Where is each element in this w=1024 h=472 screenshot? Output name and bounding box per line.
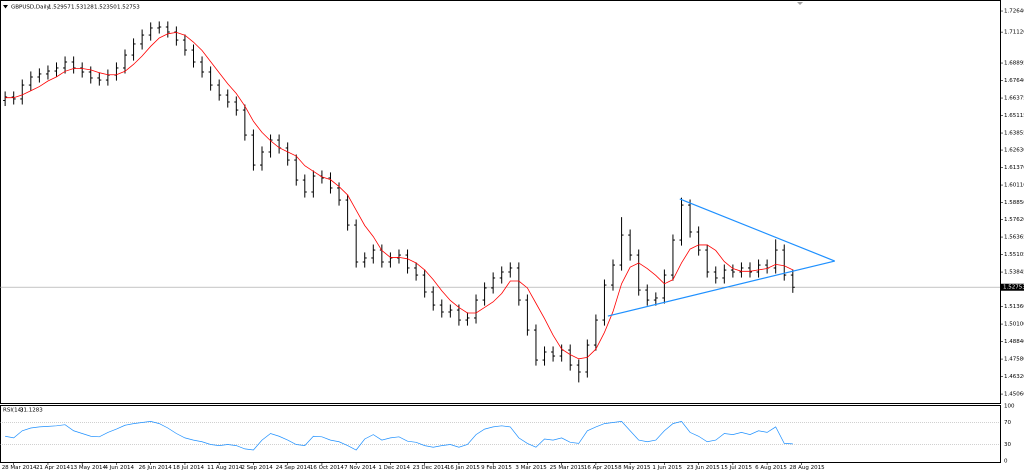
y-tick-label: 1.61370: [1004, 165, 1024, 171]
x-tick-label: 7 Nov 2014: [344, 465, 376, 471]
y-tick-label: 1.53845: [1004, 270, 1024, 276]
y-tick-label: 1.60110: [1004, 183, 1024, 189]
x-tick-label: 16 Apr 2015: [584, 465, 619, 471]
header-value: 1.53128: [71, 5, 94, 11]
y-tick-label: 1.72640: [1004, 9, 1024, 15]
y-tick-label: 1.68895: [1004, 61, 1024, 67]
rsi-line: [5, 421, 793, 451]
y-tick-label: 1.47580: [1004, 357, 1024, 363]
moving-average: [5, 32, 793, 360]
y-tick-label: 1.55105: [1004, 252, 1024, 258]
rsi-last-value: 31.1283: [20, 408, 43, 414]
main-panel: [0, 0, 1001, 404]
x-tick-label: 2 Sep 2014: [241, 465, 273, 471]
y-tick-label: 1.58850: [1004, 200, 1024, 206]
y-tick-label: 1.65115: [1004, 113, 1024, 119]
header-value: 1.52957: [48, 5, 71, 11]
x-tick-label: 16 Jan 2015: [447, 465, 480, 471]
x-tick-label: 28 Mar 2014: [2, 465, 37, 471]
x-tick-label: 18 Jul 2014: [173, 465, 205, 471]
current-price-tag: [1001, 283, 1024, 291]
x-tick-label: 6 Aug 2015: [755, 465, 787, 471]
x-tick-label: 15 Jul 2015: [721, 465, 753, 471]
x-tick-label: 11 Aug 2014: [207, 465, 243, 471]
x-tick-label: 8 May 2015: [618, 465, 651, 471]
x-tick-label: 26 Jun 2014: [139, 465, 173, 471]
x-tick-label: 16 Oct 2014: [310, 465, 345, 471]
rsi-tick-label: 0: [1004, 459, 1008, 465]
y-tick-label: 1.62630: [1004, 148, 1024, 154]
rsi-panel: [0, 405, 1001, 463]
x-tick-label: 1 Jun 2015: [652, 465, 682, 471]
rsi-tick-label: 30: [1004, 442, 1011, 448]
x-tick-label: 4 Jun 2014: [104, 465, 134, 471]
y-tick-label: 1.71120: [1004, 30, 1024, 36]
x-tick-label: 3 Mar 2015: [515, 465, 547, 471]
rsi-name: RSI(14): [3, 408, 23, 414]
x-tick-label: 1 Dec 2014: [378, 465, 410, 471]
trend-line: [679, 198, 835, 262]
y-tick-label: 1.51360: [1004, 304, 1024, 310]
y-tick-label: 1.48840: [1004, 339, 1024, 345]
x-tick-label: 21 Apr 2014: [36, 465, 71, 471]
x-tick-label: 9 Feb 2015: [481, 465, 512, 471]
menu-arrow: [3, 5, 8, 9]
y-tick-label: 1.63855: [1004, 131, 1024, 137]
header-value: 1.52350: [94, 5, 117, 11]
shift-marker: [797, 2, 803, 5]
rsi-tick-label: 70: [1004, 420, 1011, 426]
chart-title: GBPUSD,Daily: [11, 5, 51, 11]
y-tick-label: 1.45060: [1004, 392, 1024, 398]
x-tick-label: 24 Sep 2014: [276, 465, 311, 471]
header-value: 1.52753: [117, 5, 140, 11]
current-price-label: 1.52753: [1003, 285, 1024, 291]
y-tick-label: 1.50100: [1004, 322, 1024, 328]
rsi-tick-label: 100: [1004, 404, 1015, 410]
x-tick-label: 23 Dec 2014: [413, 465, 449, 471]
x-tick-label: 25 Mar 2015: [550, 465, 585, 471]
trend-line: [607, 260, 835, 317]
y-tick-label: 1.57620: [1004, 217, 1024, 223]
x-tick-label: 23 Jun 2015: [687, 465, 721, 471]
y-tick-label: 1.56365: [1004, 235, 1024, 241]
x-tick-label: 13 May 2014: [70, 465, 106, 471]
x-tick-label: 28 Aug 2015: [789, 465, 825, 471]
y-tick-label: 1.66375: [1004, 96, 1024, 102]
y-tick-label: 1.67640: [1004, 78, 1024, 84]
y-tick-label: 1.46320: [1004, 374, 1024, 380]
